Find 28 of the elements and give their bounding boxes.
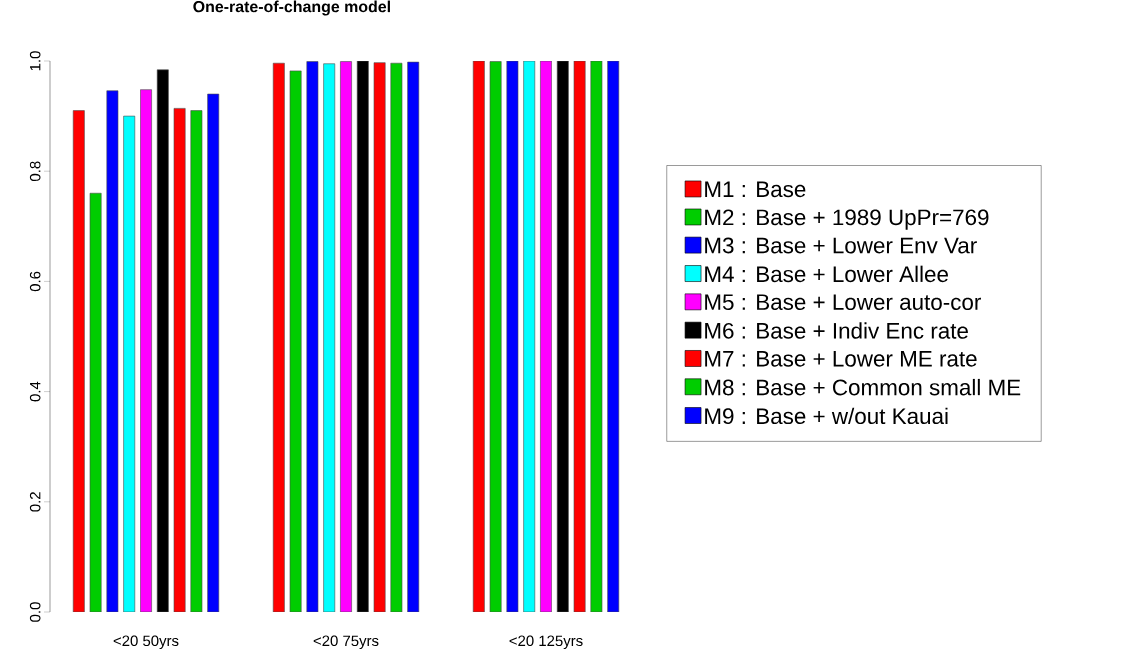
y-tick-label: 0.4 (29, 381, 41, 402)
y-tick-label: 0.6 (29, 271, 41, 292)
bar (106, 90, 119, 612)
chart-title: One-rate-of-change model (193, 0, 390, 16)
legend-label: M7 : Base + Lower ME rate (705, 351, 977, 367)
y-tick-label: 1.0 (29, 51, 41, 71)
legend-label: M5 : Base + Lower auto-cor (705, 294, 981, 311)
bar (390, 62, 403, 612)
bar (190, 110, 203, 612)
legend-label: M3 : Base + Lower Env Var (705, 237, 977, 254)
legend-label: M9 : Base + w/out Kauai (705, 407, 948, 425)
bar (140, 89, 152, 612)
bar (340, 61, 352, 612)
legend-label: M8 : Base + Common small ME (705, 378, 1021, 396)
bar (506, 60, 519, 612)
x-tick-label: <20 125yrs (509, 635, 583, 650)
bar (590, 60, 603, 612)
y-tick-label: 0.8 (29, 161, 41, 181)
y-tick-label: 0.2 (29, 492, 41, 512)
x-tick-label: <20 75yrs (313, 635, 379, 650)
x-tick-label: <20 50yrs (113, 635, 179, 650)
y-tick-label: 0.0 (29, 602, 41, 622)
legend-label: M2 : Base + 1989 UpPr=769 (705, 209, 989, 230)
legend-label: M1 : Base (705, 181, 806, 198)
legend-label: M4 : Base + Lower Allee (705, 265, 948, 283)
bar (540, 60, 552, 612)
legend-label: M6 : Base + Indiv Enc rate (705, 322, 968, 339)
bar (306, 61, 319, 612)
